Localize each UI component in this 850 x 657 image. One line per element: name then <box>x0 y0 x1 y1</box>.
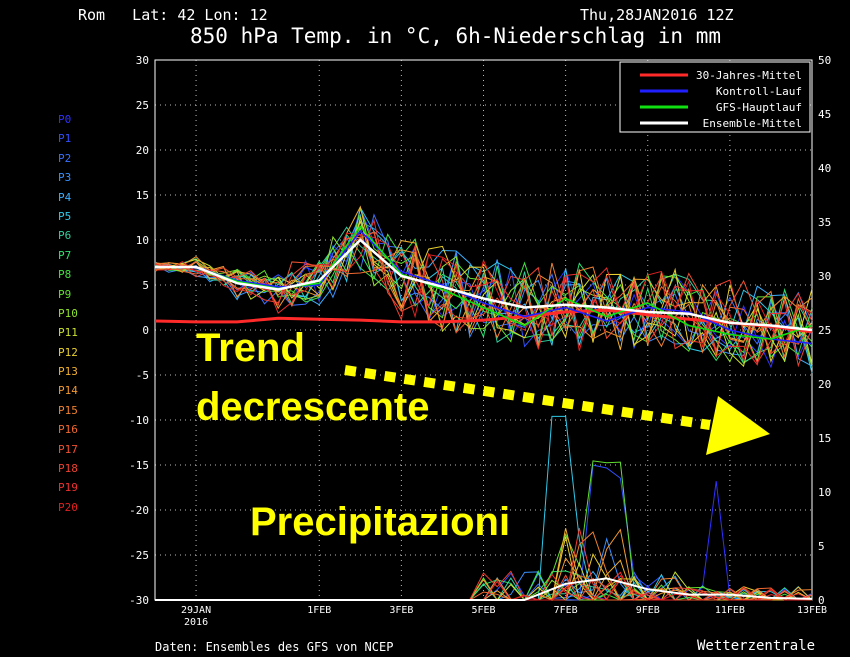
x-tick-sublabel: 2016 <box>184 617 208 628</box>
y-right-tick-label: 40 <box>818 162 831 175</box>
y-right-tick-label: 45 <box>818 108 831 121</box>
y-left-tick-label: -25 <box>129 549 149 562</box>
y-left-tick-label: -15 <box>129 459 149 472</box>
trend-text-line1: Trend <box>196 326 305 370</box>
y-left-tick-label: 15 <box>136 189 149 202</box>
y-right-tick-label: 30 <box>818 270 831 283</box>
legend-entry: Kontroll-Lauf <box>716 85 802 98</box>
member-legend-item: P13 <box>58 365 78 379</box>
y-left-tick-label: 25 <box>136 99 149 112</box>
y-left-tick-label: -30 <box>129 594 149 607</box>
y-right-tick-label: 0 <box>818 594 825 607</box>
member-line-p2 <box>154 213 813 367</box>
member-legend-item: P14 <box>58 384 78 398</box>
y-left-tick-label: 30 <box>136 54 149 67</box>
y-right-tick-label: 35 <box>818 216 831 229</box>
legend-entry: 30-Jahres-Mittel <box>696 69 802 82</box>
member-legend-item: P16 <box>58 423 78 437</box>
grid <box>155 60 813 600</box>
x-tick-label: 5FEB <box>471 605 495 616</box>
legend-entry: Ensemble-Mittel <box>703 117 802 130</box>
member-legend-item: P18 <box>58 462 78 476</box>
y-right-tick-label: 20 <box>818 378 831 391</box>
member-legend-item: P1 <box>58 132 72 146</box>
y-left-tick-label: 20 <box>136 144 149 157</box>
run-datetime: Thu,28JAN2016 12Z <box>580 6 734 24</box>
precipitation-lines <box>154 415 813 602</box>
trend-arrow-shaft <box>344 365 711 430</box>
x-tick-label: 3FEB <box>389 605 413 616</box>
member-line-p12 <box>154 220 813 363</box>
member-legend-item: P9 <box>58 287 72 301</box>
member-legend-item: P0 <box>58 113 72 126</box>
member-legend-item: P15 <box>58 403 78 417</box>
member-legend-item: P7 <box>58 248 72 262</box>
member-legend: P0 P1 P2 P3 P4 P5 P6 P7 P8 P9 P10 P11 P12 P13 P14 P15 P1… <box>58 110 78 517</box>
y-right-tick-label: 25 <box>818 324 831 337</box>
member-legend-item: P11 <box>58 326 78 340</box>
member-legend-item: P10 <box>58 306 78 320</box>
y-right-tick-label: 15 <box>818 432 831 445</box>
y-right-tick-label: 5 <box>818 540 825 553</box>
member-line-p8 <box>154 233 813 358</box>
member-line-p10 <box>154 226 813 368</box>
member-legend-item: P17 <box>58 442 78 456</box>
series-line-ensemble-mittel <box>155 238 813 332</box>
x-tick-label: 29JAN <box>181 605 211 616</box>
y-left-tick-label: -10 <box>129 414 149 427</box>
member-legend-item: P3 <box>58 171 72 185</box>
member-legend-item: P2 <box>58 151 72 165</box>
y-left-tick-label: -20 <box>129 504 149 517</box>
precip-text: Precipitazioni <box>250 500 511 544</box>
member-legend-item: P20 <box>58 500 78 514</box>
trend-arrow-head <box>706 396 770 455</box>
y-left-tick-label: 0 <box>142 324 149 337</box>
x-tick-label: 13FEB <box>797 605 827 616</box>
data-source: Daten: Ensembles des GFS von NCEP <box>155 640 394 654</box>
member-legend-item: P5 <box>58 209 72 223</box>
y-left-tick-label: 10 <box>136 234 149 247</box>
member-line-p18 <box>154 234 813 368</box>
member-legend-item: P19 <box>58 481 78 495</box>
x-tick-label: 9FEB <box>636 605 660 616</box>
member-legend-item: P6 <box>58 229 72 243</box>
y-left-tick-label: 5 <box>142 279 149 292</box>
brand-label: Wetterzentrale <box>697 638 816 654</box>
trend-text-line2: decrescente <box>196 385 430 429</box>
x-tick-label: 7FEB <box>554 605 578 616</box>
main-series-lines <box>154 225 813 345</box>
member-legend-item: P4 <box>58 190 72 204</box>
y-left-tick-label: -5 <box>136 369 149 382</box>
x-tick-label: 11FEB <box>715 605 745 616</box>
y-right-tick-label: 50 <box>818 54 831 67</box>
member-line-p9 <box>154 206 813 354</box>
location-label: Rom Lat: 42 Lon: 12 <box>78 6 268 24</box>
chart-title: 850 hPa Temp. in °C, 6h-Niederschlag in … <box>190 24 722 48</box>
member-legend-item: P8 <box>58 268 72 282</box>
precip-line-p6 <box>155 577 813 601</box>
y-right-tick-label: 10 <box>818 486 831 499</box>
member-legend-item: P12 <box>58 345 78 359</box>
precip-ensemble-mean <box>155 577 813 601</box>
chart-legend: 30-Jahres-Mittel Kontroll-Lauf GFS-Hauptla… <box>619 61 811 133</box>
x-tick-label: 1FEB <box>307 605 331 616</box>
member-line-p19 <box>154 218 813 366</box>
series-line-30-jahres-mittel <box>154 308 813 334</box>
legend-entry: GFS-Hauptlauf <box>716 101 802 114</box>
member-line-p20 <box>154 232 813 363</box>
trend-arrow <box>344 365 770 455</box>
